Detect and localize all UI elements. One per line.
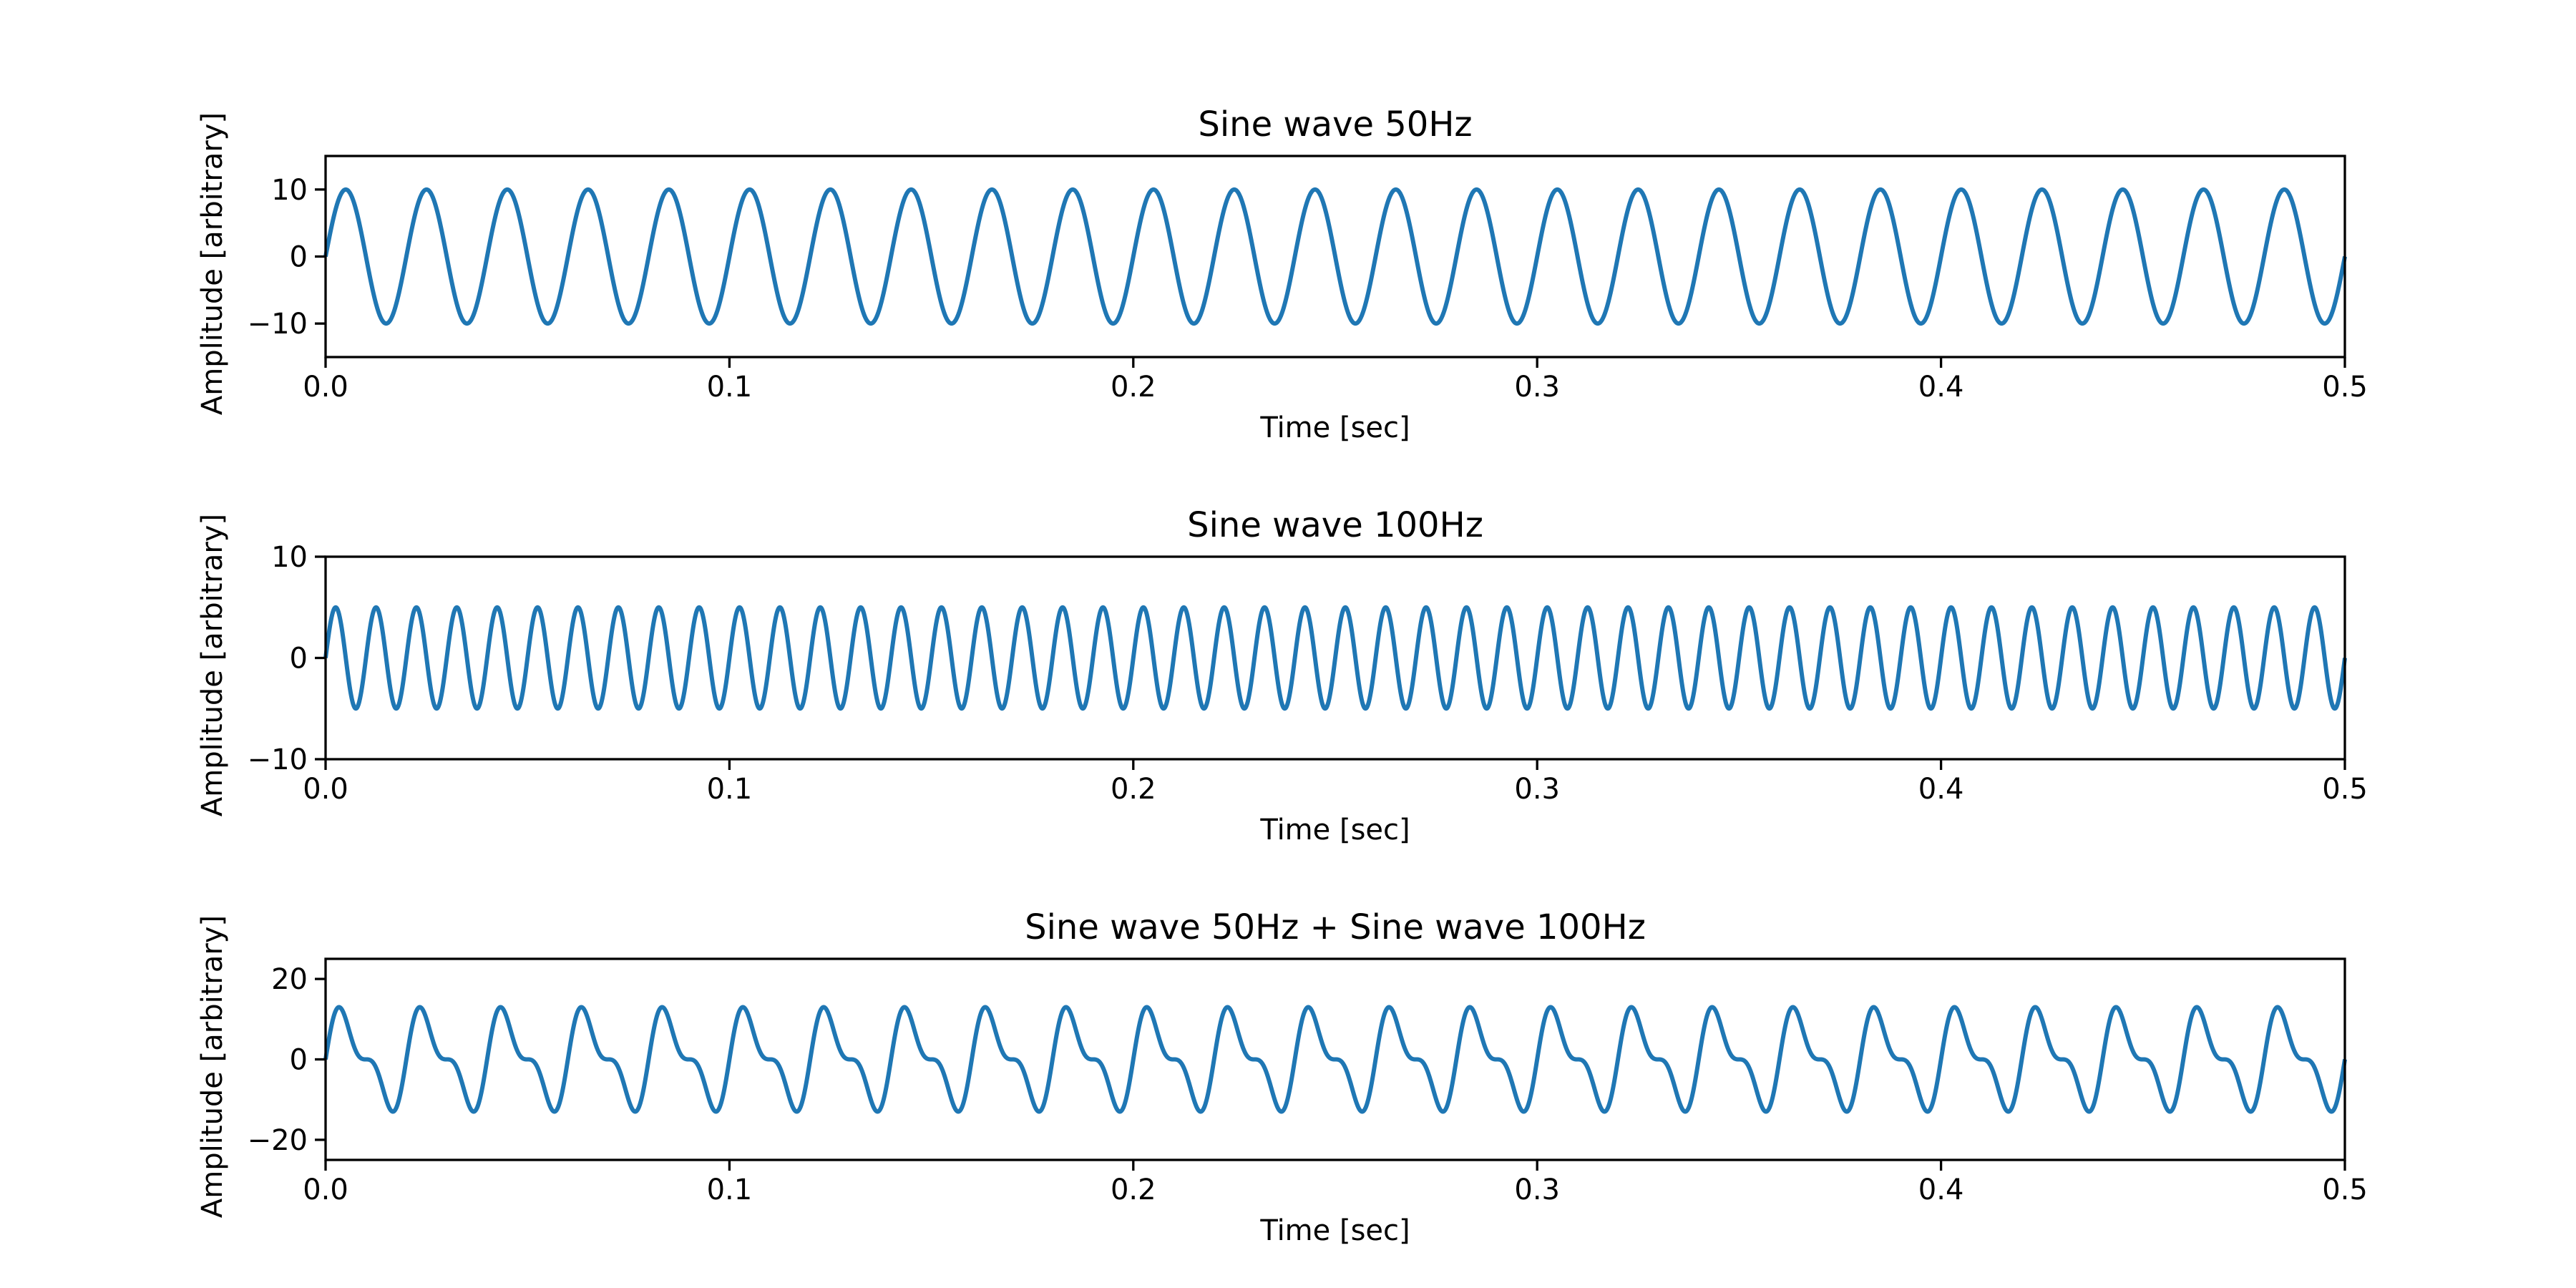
subplot-title: Sine wave 100Hz — [1187, 505, 1483, 545]
series-line — [323, 1005, 2347, 1114]
subplot-title: Sine wave 50Hz — [1198, 104, 1472, 145]
x-axis-label: Time [sec] — [1259, 1214, 1410, 1247]
x-tick-label: 0.1 — [707, 371, 753, 404]
y-tick-label: 0 — [290, 241, 308, 274]
x-tick-label: 0.5 — [2322, 1174, 2368, 1206]
x-tick-label: 0.3 — [1514, 371, 1560, 404]
subplot-2: 0.0 0.1 0.2 0.3 0.4 0.5 10 0 −10 Sine wave 100Hz T… — [196, 505, 2368, 847]
x-tick-label: 0.2 — [1111, 773, 1156, 806]
series-line — [323, 605, 2347, 711]
x-tick-label: 0.2 — [1111, 1174, 1156, 1206]
y-axis-label: Amplitude [arbitrary] — [196, 112, 229, 415]
series-line — [323, 187, 2347, 326]
x-tick-label: 0.5 — [2322, 371, 2368, 404]
y-tick-label: −20 — [248, 1124, 308, 1157]
y-tick-label: −10 — [248, 743, 308, 776]
y-tick-label: 0 — [290, 643, 308, 675]
x-tick-label: 0.4 — [1918, 773, 1964, 806]
x-axis-label: Time [sec] — [1259, 814, 1410, 847]
x-tick-label: 0.0 — [303, 371, 348, 404]
y-tick-label: 10 — [271, 541, 308, 574]
subplot-3: 0.0 0.1 0.2 0.3 0.4 0.5 20 0 −20 Sine wave 50Hz +… — [196, 907, 2368, 1247]
x-axis-label: Time [sec] — [1259, 411, 1410, 444]
x-tick-label: 0.4 — [1918, 371, 1964, 404]
y-axis-label: Amplitude [arbitrary] — [196, 915, 229, 1218]
x-tick-label: 0.0 — [303, 773, 348, 806]
x-tick-label: 0.1 — [707, 773, 753, 806]
x-tick-label: 0.0 — [303, 1174, 348, 1206]
subplot-title: Sine wave 50Hz + Sine wave 100Hz — [1025, 907, 1646, 947]
x-tick-label: 0.3 — [1514, 773, 1560, 806]
x-tick-label: 0.5 — [2322, 773, 2368, 806]
y-tick-label: 0 — [290, 1044, 308, 1077]
subplot-1: 0.0 0.1 0.2 0.3 0.4 0.5 10 0 −10 Sine wave 50Hz Ti… — [196, 104, 2368, 444]
y-tick-label: 10 — [271, 174, 308, 207]
y-tick-label: 20 — [271, 963, 308, 996]
x-tick-label: 0.4 — [1918, 1174, 1964, 1206]
y-axis-label: Amplitude [arbitrary] — [196, 514, 229, 816]
x-tick-label: 0.2 — [1111, 371, 1156, 404]
x-tick-label: 0.1 — [707, 1174, 753, 1206]
x-tick-label: 0.3 — [1514, 1174, 1560, 1206]
y-tick-label: −10 — [248, 308, 308, 341]
